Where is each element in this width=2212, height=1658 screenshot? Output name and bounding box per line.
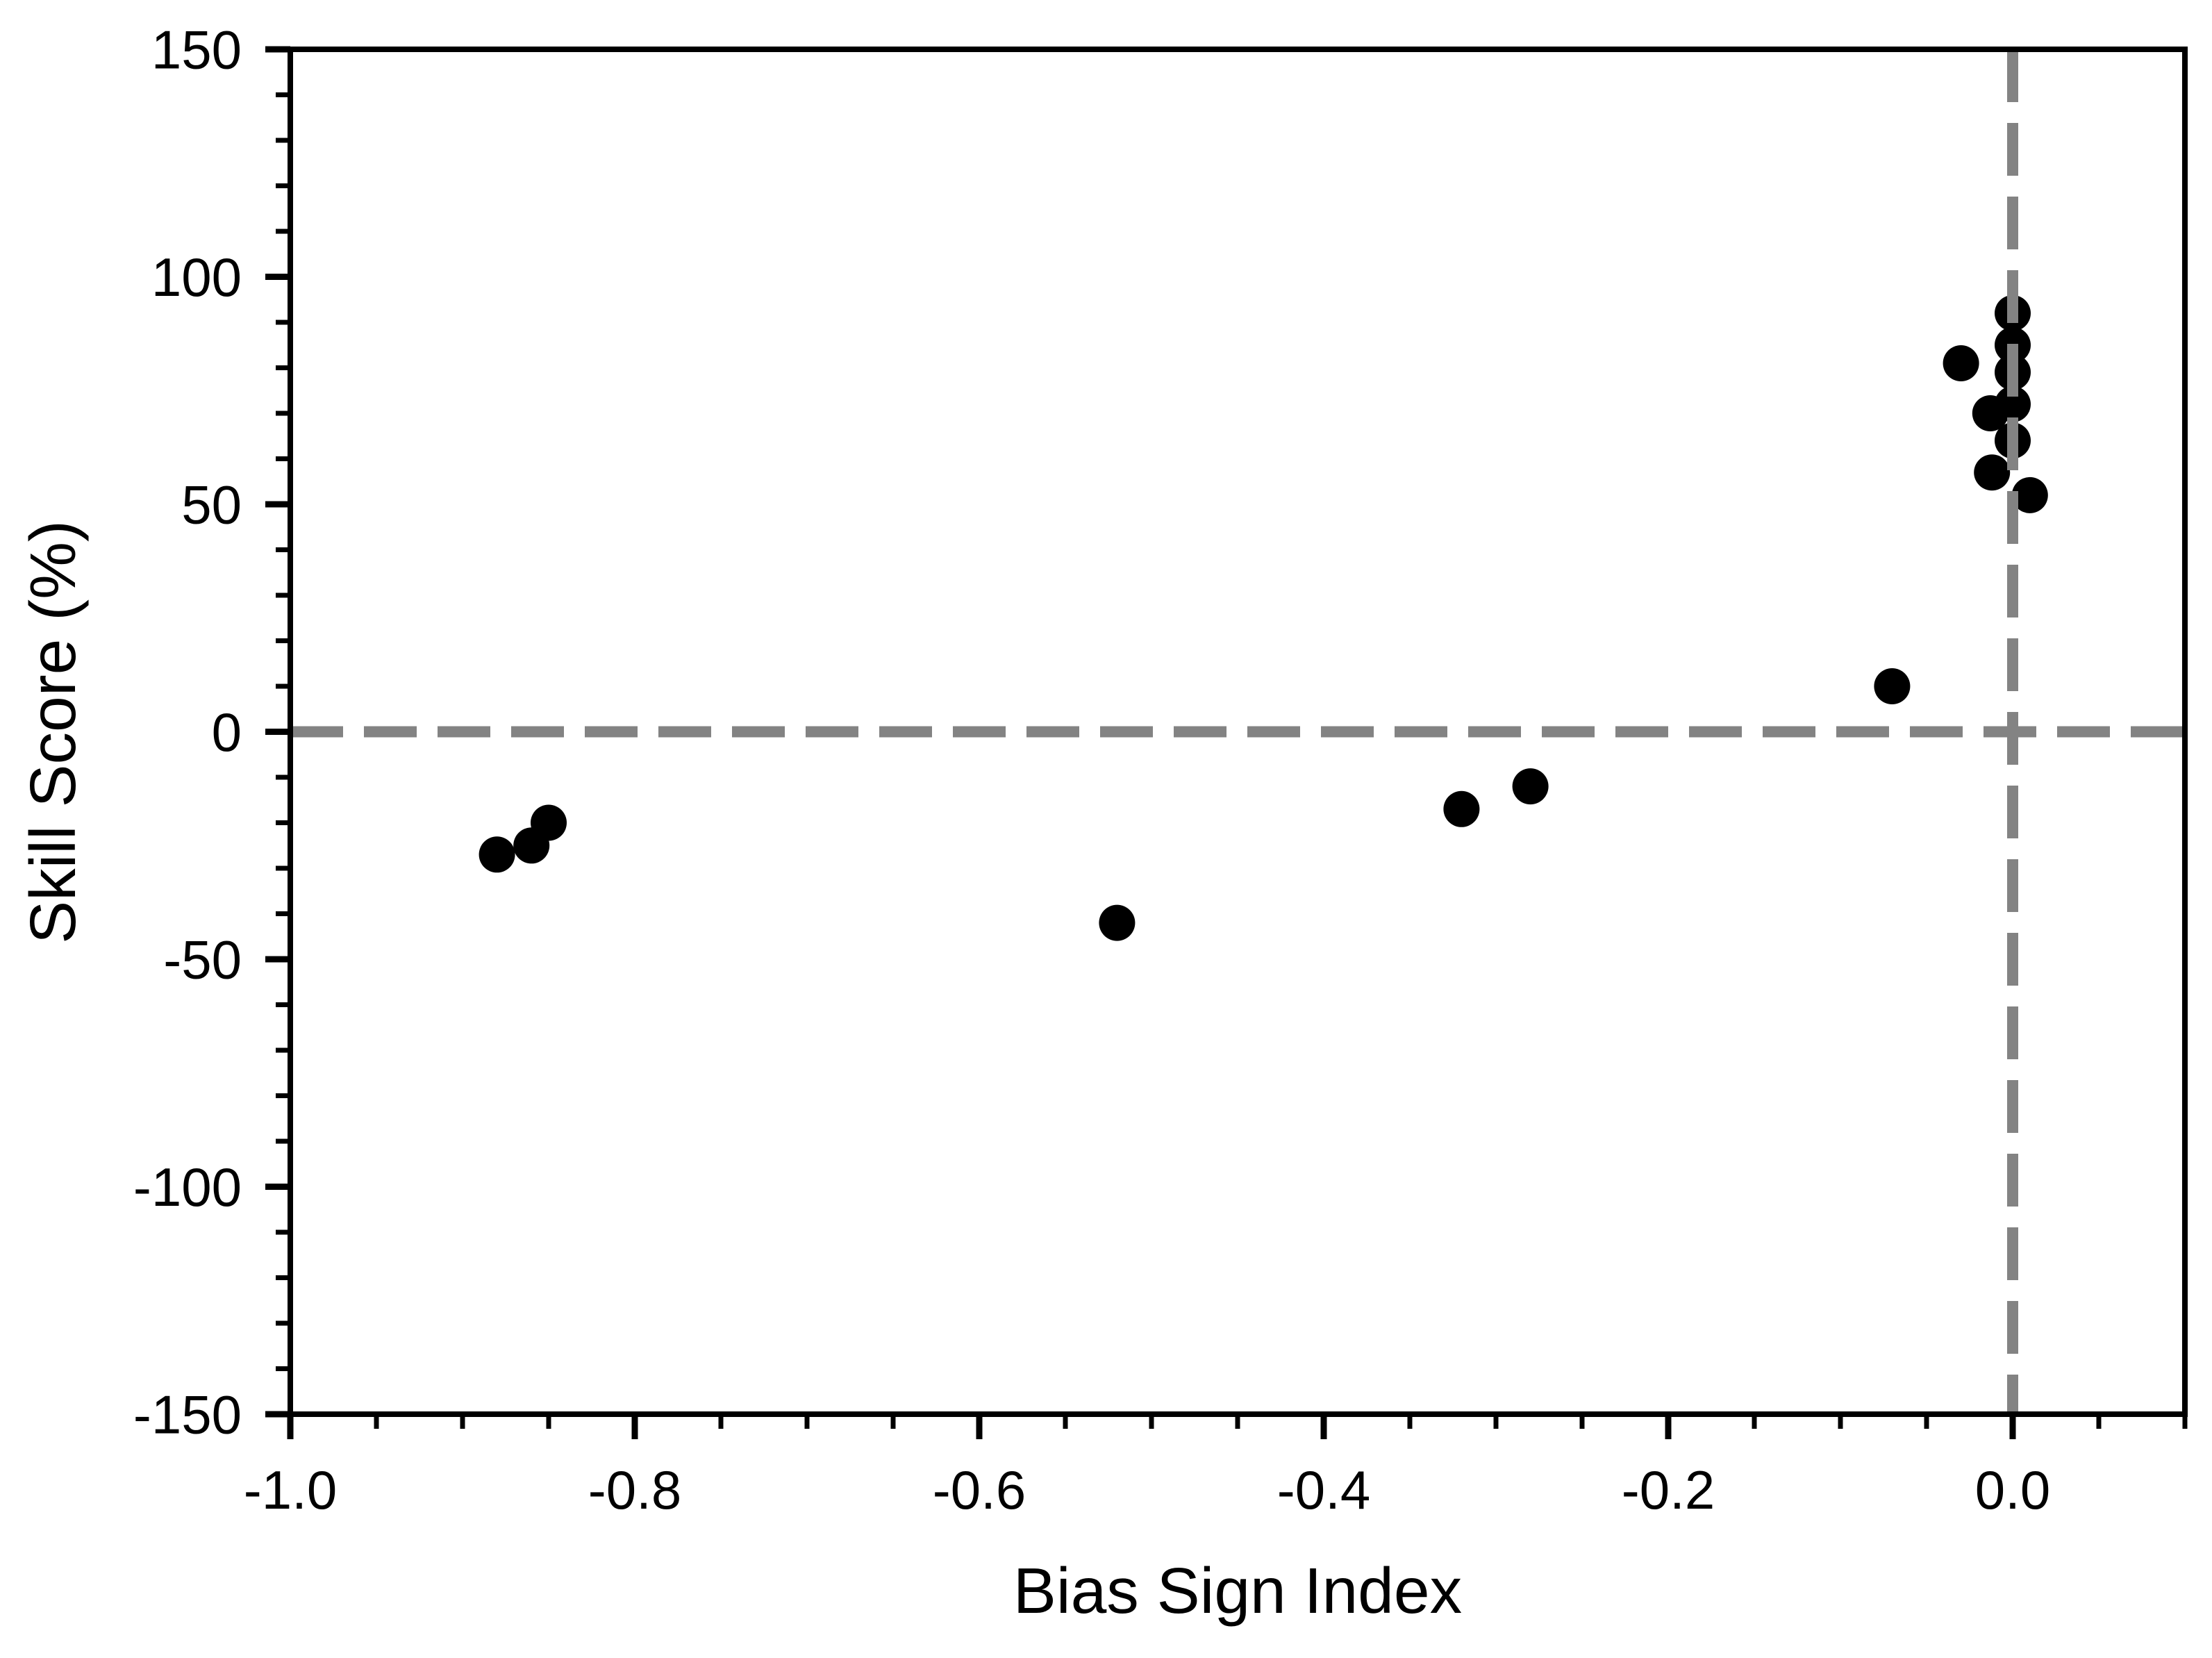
x-tick-label: -1.0 bbox=[244, 1459, 337, 1520]
plot-border bbox=[288, 47, 2188, 1417]
data-point bbox=[1512, 768, 1549, 805]
data-point bbox=[531, 804, 567, 841]
data-point bbox=[2011, 476, 2048, 513]
x-tick-label: 0.0 bbox=[1975, 1459, 2050, 1520]
x-tick-label: -0.6 bbox=[933, 1459, 1026, 1520]
y-tick-label: -50 bbox=[163, 929, 242, 990]
data-point bbox=[1974, 454, 2011, 491]
data-point bbox=[479, 836, 515, 873]
data-point bbox=[1943, 345, 1979, 381]
data-point bbox=[1443, 790, 1480, 827]
y-tick-label: -150 bbox=[133, 1384, 242, 1445]
x-tick-label: -0.2 bbox=[1622, 1459, 1715, 1520]
y-tick-label: 100 bbox=[151, 247, 242, 308]
y-tick-label: 150 bbox=[151, 19, 242, 80]
y-tick-label: -100 bbox=[133, 1157, 242, 1218]
plot-area: -150 -100 -50 0 50 100 150 -1.0 -0.8 -0.6 -0.4 -0.2… bbox=[133, 19, 2188, 1520]
y-tick-label: 0 bbox=[212, 702, 242, 763]
x-axis-title: Bias Sign Index bbox=[1013, 1555, 1462, 1627]
y-tick-label: 50 bbox=[181, 474, 242, 535]
data-point bbox=[1874, 668, 1911, 704]
y-axis-title: Skill Score (%) bbox=[17, 520, 89, 944]
data-point bbox=[1972, 395, 2009, 431]
x-tick-label: -0.8 bbox=[588, 1459, 681, 1520]
data-point bbox=[1099, 904, 1136, 941]
x-tick-label: -0.4 bbox=[1277, 1459, 1370, 1520]
